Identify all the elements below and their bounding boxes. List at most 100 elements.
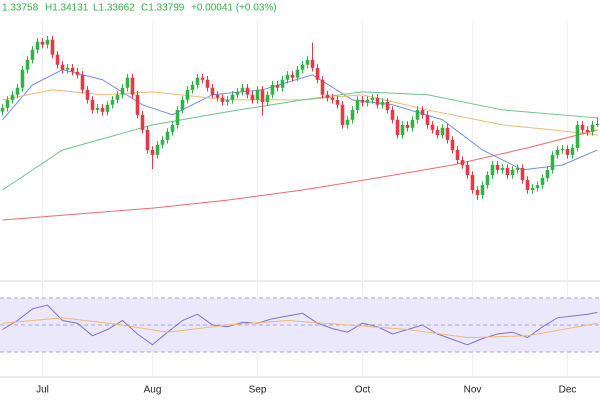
candle-body bbox=[500, 168, 505, 170]
indicator-line bbox=[2, 304, 598, 346]
candle-body bbox=[525, 179, 530, 191]
candle-body bbox=[355, 99, 360, 110]
candle-body bbox=[590, 124, 595, 132]
candle-body bbox=[285, 74, 290, 80]
candle-body bbox=[450, 139, 455, 150]
candle-body bbox=[165, 131, 170, 140]
candle-body bbox=[100, 107, 105, 112]
candle-body bbox=[440, 127, 445, 135]
indicator-line bbox=[2, 91, 598, 191]
candle-body bbox=[505, 168, 510, 176]
candle-body bbox=[290, 74, 295, 78]
candle-body bbox=[240, 87, 245, 92]
candle-body bbox=[235, 91, 240, 95]
candle-body bbox=[510, 169, 515, 176]
candle-body bbox=[210, 87, 215, 95]
x-tick-label: Sep bbox=[249, 385, 267, 396]
candle-body bbox=[85, 89, 90, 100]
candle-body bbox=[485, 175, 490, 186]
candle-body bbox=[325, 94, 330, 98]
candle-body bbox=[310, 59, 315, 68]
candle-body bbox=[0, 107, 5, 112]
candle-body bbox=[280, 79, 285, 88]
candle-body bbox=[65, 67, 70, 70]
candle-body bbox=[70, 67, 75, 72]
candle-body bbox=[320, 79, 325, 95]
candle-body bbox=[515, 168, 520, 170]
candle-body bbox=[315, 67, 320, 80]
candle-body bbox=[200, 77, 205, 80]
candle-body bbox=[220, 97, 225, 102]
candle-body bbox=[465, 164, 470, 176]
candle-body bbox=[245, 87, 250, 95]
candle-body bbox=[540, 177, 545, 186]
candle-body bbox=[60, 64, 65, 70]
candle-body bbox=[10, 94, 15, 100]
x-tick-label: Aug bbox=[144, 385, 162, 396]
x-tick-label: Oct bbox=[355, 385, 371, 396]
candle-body bbox=[130, 77, 135, 95]
candle-body bbox=[260, 89, 265, 102]
candle-body bbox=[370, 97, 375, 100]
candle-body bbox=[375, 97, 380, 105]
candle-body bbox=[195, 77, 200, 85]
candle-body bbox=[90, 99, 95, 110]
candle-body bbox=[380, 101, 385, 105]
candle-body bbox=[225, 99, 230, 102]
candle-body bbox=[45, 39, 50, 45]
candle-body bbox=[400, 124, 405, 135]
header-high: H1.34131 bbox=[45, 3, 89, 14]
candle-body bbox=[335, 99, 340, 105]
candle-body bbox=[480, 185, 485, 195]
candle-body bbox=[560, 148, 565, 150]
candle-body bbox=[300, 64, 305, 70]
candle-body bbox=[120, 87, 125, 95]
indicator-line bbox=[2, 129, 598, 221]
indicator-line bbox=[2, 317, 598, 339]
candle-body bbox=[265, 94, 270, 102]
candle-body bbox=[350, 109, 355, 120]
candle-body bbox=[20, 69, 25, 88]
candle-body bbox=[50, 39, 55, 55]
candle-body bbox=[395, 119, 400, 135]
candle-body bbox=[30, 49, 35, 60]
candle-body bbox=[495, 164, 500, 170]
candle-body bbox=[95, 107, 100, 110]
candle-body bbox=[535, 185, 540, 188]
candle-body bbox=[475, 190, 480, 195]
candle-body bbox=[365, 99, 370, 103]
candle-body bbox=[570, 147, 575, 155]
candle-body bbox=[205, 79, 210, 88]
candle-body bbox=[425, 114, 430, 125]
candle-body bbox=[520, 168, 525, 180]
candle-body bbox=[455, 149, 460, 161]
candle-body bbox=[170, 124, 175, 132]
candle-body bbox=[105, 104, 110, 112]
candle-body bbox=[255, 89, 260, 100]
header-low: L1.33662 bbox=[93, 3, 135, 14]
candle-body bbox=[490, 164, 495, 176]
candle-body bbox=[575, 124, 580, 148]
header-close: C1.33799 bbox=[141, 3, 185, 14]
candle-body bbox=[140, 114, 145, 130]
candle-body bbox=[15, 87, 20, 95]
candle-body bbox=[390, 109, 395, 120]
header-change: +0.00041 (+0.03%) bbox=[191, 3, 277, 14]
candle-body bbox=[470, 175, 475, 191]
candle-body bbox=[270, 84, 275, 95]
x-tick-label: Jul bbox=[36, 385, 49, 396]
header-open: 1.33758 bbox=[2, 3, 39, 14]
candle-body bbox=[545, 169, 550, 178]
candle-body bbox=[110, 99, 115, 105]
rsi-band bbox=[0, 298, 600, 352]
candle-body bbox=[295, 69, 300, 78]
candle-body bbox=[155, 144, 160, 155]
candle-body bbox=[445, 127, 450, 140]
candle-body bbox=[5, 99, 10, 108]
candle-body bbox=[410, 119, 415, 128]
candle-body bbox=[415, 109, 420, 120]
candle-body bbox=[160, 139, 165, 145]
candle-body bbox=[405, 124, 410, 128]
candle-body bbox=[230, 94, 235, 100]
